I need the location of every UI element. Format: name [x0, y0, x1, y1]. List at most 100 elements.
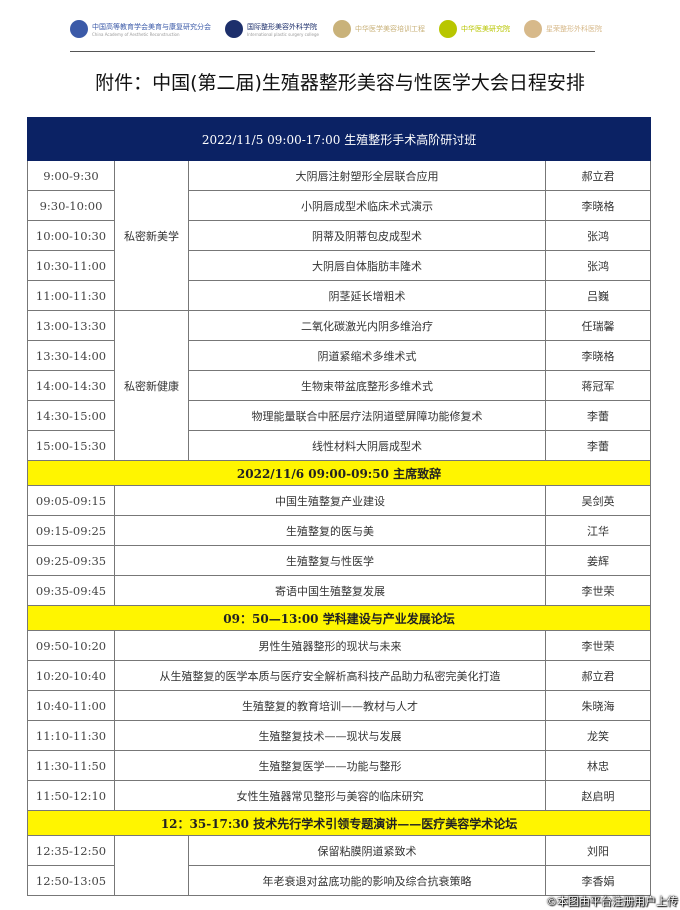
- speaker-cell: 李晓格: [544, 190, 652, 221]
- logo: 中华医美研究院: [438, 20, 510, 38]
- schedule-table: 2022/11/5 09:00-17:00 生殖整形手术高阶研讨班 9:00-9:…: [26, 117, 652, 896]
- section-header: 09：50—13:00 学科建设与产业发展论坛: [26, 605, 652, 631]
- speaker-cell: 刘阳: [544, 835, 652, 866]
- topic-cell: 生殖整复的教育培训——教材与人才: [114, 690, 546, 721]
- speaker-cell: 姜辉: [544, 545, 652, 576]
- logo-text: 星荣整形外科医院: [545, 25, 602, 33]
- speaker-cell: 李蕾: [544, 400, 652, 431]
- speaker-cell: 赵启明: [544, 780, 652, 811]
- time-cell: 09:35-09:45: [27, 575, 115, 606]
- topic-cell: 生殖整复医学——功能与整形: [114, 750, 546, 781]
- topic-cell: 小阴唇成型术临床术式演示: [188, 190, 546, 221]
- speaker-cell: 李世荣: [544, 630, 652, 661]
- table-row: 10:00-10:30 阴蒂及阴蒂包皮成型术 张鸿: [27, 220, 652, 251]
- table-row: 10:30-11:00 大阴唇自体脂肪丰隆术 张鸿: [27, 250, 652, 281]
- speaker-cell: 龙笑: [544, 720, 652, 751]
- speaker-cell: 江华: [544, 515, 652, 546]
- topic-cell: 大阴唇自体脂肪丰隆术: [188, 250, 546, 281]
- table-row: 09:50-10:20 男性生殖器整形的现状与未来 李世荣: [27, 630, 652, 661]
- speaker-cell: 朱晓海: [544, 690, 652, 721]
- logo-text: 国际整形美容外科学院: [247, 22, 317, 31]
- time-cell: 11:50-12:10: [27, 780, 115, 811]
- speaker-cell: 张鸿: [544, 220, 652, 251]
- table-row: 09:25-09:35 生殖整复与性医学 姜辉: [27, 545, 652, 576]
- topic-cell: 线性材料大阴唇成型术: [188, 430, 546, 461]
- speaker-cell: 任瑞馨: [544, 310, 652, 341]
- section-header-row: 2022/11/6 09:00-09:50 主席致辞: [26, 460, 652, 486]
- section-header: 2022/11/5 09:00-17:00 生殖整形手术高阶研讨班: [26, 117, 652, 161]
- table-row: 9:30-10:00 小阴唇成型术临床术式演示 李晓格: [27, 190, 652, 221]
- speaker-cell: 郝立君: [544, 660, 652, 691]
- topic-cell: 寄语中国生殖整复发展: [114, 575, 546, 606]
- time-cell: 10:30-11:00: [27, 250, 115, 281]
- topic-cell: 年老衰退对盆底功能的影响及综合抗衰策略: [188, 865, 546, 896]
- time-cell: 10:40-11:00: [27, 690, 115, 721]
- table-row: 9:00-9:30 私密新美学 大阴唇注射塑形全层联合应用 郝立君: [27, 160, 652, 311]
- watermark: ©本图由平台注册用户上传: [546, 895, 678, 908]
- category-cell: 私密新健康: [114, 310, 189, 461]
- time-cell: 09:50-10:20: [27, 630, 115, 661]
- time-cell: 9:00-9:30: [27, 160, 115, 191]
- logo-emblem-icon: [523, 20, 542, 38]
- logo-subtext: China Academy of Aesthetic Reconstructio…: [92, 31, 180, 37]
- topic-cell: 从生殖整复的医学本质与医疗安全解析高科技产品助力私密完美化打造: [114, 660, 546, 691]
- time-cell: 11:10-11:30: [27, 720, 115, 751]
- logo-subtext: International plastic surgery college: [247, 31, 319, 37]
- table-row: 11:10-11:30 生殖整复技术——现状与发展 龙笑: [27, 720, 652, 751]
- topic-cell: 女性生殖器常见整形与美容的临床研究: [114, 780, 546, 811]
- time-cell: 10:00-10:30: [27, 220, 115, 251]
- table-row: 10:20-10:40 从生殖整复的医学本质与医疗安全解析高科技产品助力私密完美化…: [27, 660, 652, 691]
- speaker-cell: 李香娟: [544, 865, 652, 896]
- section-header-row: 2022/11/5 09:00-17:00 生殖整形手术高阶研讨班: [26, 117, 652, 161]
- topic-cell: 保留粘膜阴道紧致术: [188, 835, 546, 866]
- table-row: 12:50-13:05 年老衰退对盆底功能的影响及综合抗衰策略 李香娟: [27, 865, 652, 896]
- logo-text: 中国高等教育学会美育与康复研究分会: [92, 22, 211, 31]
- table-row: 09:15-09:25 生殖整复的医与美 江华: [27, 515, 652, 546]
- time-cell: 9:30-10:00: [27, 190, 115, 221]
- speaker-cell: 郝立君: [544, 160, 652, 191]
- topic-cell: 阴蒂及阴蒂包皮成型术: [188, 220, 546, 251]
- topic-cell: 二氧化碳激光内阴多维治疗: [188, 310, 546, 341]
- logo-text: 中华医美研究院: [460, 25, 510, 33]
- logo-strip: 中国高等教育学会美育与康复研究分会 China Academy of Aesthe…: [70, 14, 602, 44]
- table-row: 15:00-15:30 线性材料大阴唇成型术 李蕾: [27, 430, 652, 461]
- time-cell: 11:30-11:50: [27, 750, 115, 781]
- time-cell: 14:30-15:00: [27, 400, 115, 431]
- speaker-cell: 蒋冠军: [544, 370, 652, 401]
- time-cell: 09:25-09:35: [27, 545, 115, 576]
- table-row: 12:35-12:50 保留粘膜阴道紧致术 刘阳: [27, 835, 652, 896]
- topic-cell: 生殖整复技术——现状与发展: [114, 720, 546, 751]
- logo: 中国高等教育学会美育与康复研究分会 China Academy of Aesthe…: [70, 20, 211, 38]
- time-cell: 10:20-10:40: [27, 660, 115, 691]
- topic-cell: 阴道紧缩术多维术式: [188, 340, 546, 371]
- speaker-cell: 李晓格: [544, 340, 652, 371]
- table-row: 14:00-14:30 生物束带盆底整形多维术式 蒋冠军: [27, 370, 652, 401]
- time-cell: 13:00-13:30: [27, 310, 115, 341]
- logo-text: 中华医学美容培训工程: [354, 25, 425, 33]
- topic-cell: 生殖整复的医与美: [114, 515, 546, 546]
- page-title: 附件：中国(第二届)生殖器整形美容与性医学大会日程安排: [95, 72, 585, 94]
- time-cell: 13:30-14:00: [27, 340, 115, 371]
- time-cell: 09:15-09:25: [27, 515, 115, 546]
- time-cell: 14:00-14:30: [27, 370, 115, 401]
- speaker-cell: 李世荣: [544, 575, 652, 606]
- topic-cell: 阴茎延长增粗术: [188, 280, 546, 311]
- logo-emblem-icon: [225, 20, 243, 38]
- logo: 中华医学美容培训工程: [332, 20, 425, 38]
- category-cell: 私密新美学: [114, 160, 189, 311]
- topic-cell: 生殖整复与性医学: [114, 545, 546, 576]
- topic-cell: 中国生殖整复产业建设: [114, 485, 546, 516]
- table-row: 10:40-11:00 生殖整复的教育培训——教材与人才 朱晓海: [27, 690, 652, 721]
- topic-cell: 大阴唇注射塑形全层联合应用: [188, 160, 546, 191]
- topic-cell: 物理能量联合中胚层疗法阴道壁屏障功能修复术: [188, 400, 546, 431]
- logo-emblem-icon: [438, 20, 457, 38]
- section-header-row: 12：35-17:30 技术先行学术引领专题演讲——医疗美容学术论坛: [26, 810, 652, 836]
- table-row: 14:30-15:00 物理能量联合中胚层疗法阴道壁屏障功能修复术 李蕾: [27, 400, 652, 431]
- time-cell: 11:00-11:30: [27, 280, 115, 311]
- logo: 国际整形美容外科学院 International plastic surgery …: [225, 20, 319, 38]
- table-row: 11:00-11:30 阴茎延长增粗术 吕巍: [27, 280, 652, 311]
- section-header: 2022/11/6 09:00-09:50 主席致辞: [26, 460, 652, 486]
- category-cell: [114, 835, 189, 896]
- table-row: 09:35-09:45 寄语中国生殖整复发展 李世荣: [27, 575, 652, 606]
